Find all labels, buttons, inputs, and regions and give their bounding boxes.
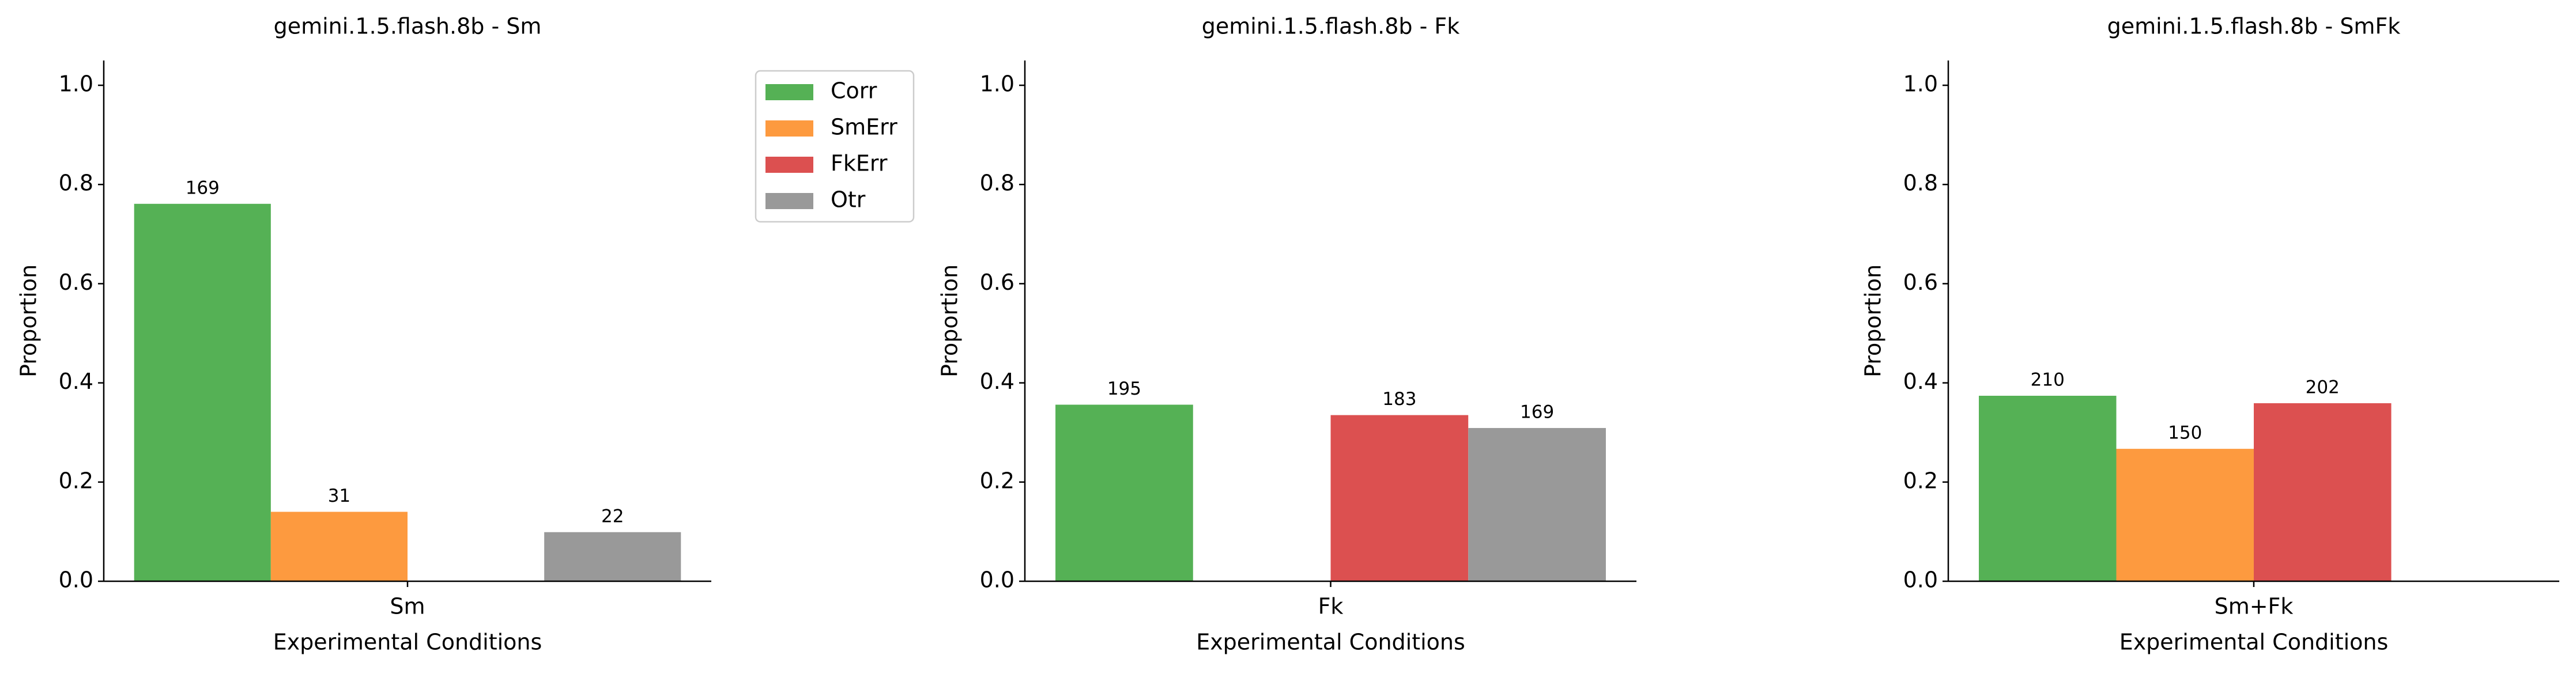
legend-label: FkErr <box>831 151 888 176</box>
x-axis-label: Experimental Conditions <box>1196 630 1465 655</box>
bar-count-label: 150 <box>2168 423 2202 444</box>
bar-count-label: 169 <box>186 177 220 198</box>
y-tick-label: 0.0 <box>980 567 1014 593</box>
legend-swatch <box>765 157 813 173</box>
legend-swatch <box>765 193 813 209</box>
y-tick-label: 0.6 <box>1903 270 1938 295</box>
bar-count-label: 22 <box>601 506 624 527</box>
y-tick-label: 0.8 <box>980 171 1014 196</box>
y-tick-label: 0.4 <box>59 369 93 394</box>
y-tick-label: 0.0 <box>59 567 93 593</box>
y-tick-label: 0.6 <box>980 270 1014 295</box>
bar <box>2116 449 2254 581</box>
x-tick-label: Sm <box>390 594 425 619</box>
y-tick-label: 0.4 <box>1903 369 1938 394</box>
legend-frame <box>755 70 915 223</box>
legend-label: Otr <box>831 187 866 213</box>
y-tick-label: 0.2 <box>980 468 1014 493</box>
bar <box>1055 404 1193 581</box>
legend: Corr SmErr FkErr Otr <box>755 70 915 223</box>
bar <box>134 203 271 581</box>
y-tick-label: 0.2 <box>59 468 93 493</box>
bar-count-label: 195 <box>1107 378 1141 399</box>
x-tick-label: Sm+Fk <box>2215 594 2294 619</box>
subplot: gemini.1.5.flash.8b - Fk Proportion Experi… <box>937 14 1636 655</box>
subplot-title: gemini.1.5.flash.8b - Sm <box>274 14 542 39</box>
y-tick-label: 0.2 <box>1903 468 1938 493</box>
bar <box>1330 415 1469 581</box>
bar-count-label: 31 <box>328 486 350 506</box>
bar-count-label: 210 <box>2031 370 2065 391</box>
legend-label: SmErr <box>831 115 897 140</box>
bar <box>544 532 681 581</box>
x-axis-label: Experimental Conditions <box>2119 630 2389 655</box>
legend-swatch <box>765 120 813 137</box>
subplot-title: gemini.1.5.flash.8b - SmFk <box>2107 14 2401 39</box>
subplot: gemini.1.5.flash.8b - Sm Proportion Experi… <box>16 14 915 655</box>
bar-count-label: 202 <box>2306 377 2340 397</box>
bar <box>1468 427 1606 581</box>
subplot: gemini.1.5.flash.8b - SmFk Proportion Expe… <box>1861 14 2559 655</box>
y-axis-label: Proportion <box>16 264 42 377</box>
y-tick-label: 1.0 <box>980 71 1014 97</box>
y-tick-label: 1.0 <box>59 71 93 97</box>
y-tick-label: 0.8 <box>1903 171 1938 196</box>
y-tick-label: 0.8 <box>59 171 93 196</box>
subplot-title: gemini.1.5.flash.8b - Fk <box>1202 14 1460 39</box>
x-axis-label: Experimental Conditions <box>273 630 542 655</box>
y-tick-label: 0.4 <box>980 369 1014 394</box>
x-tick-label: Fk <box>1318 594 1344 619</box>
bar-count-label: 183 <box>1382 389 1416 410</box>
y-tick-label: 1.0 <box>1903 71 1938 97</box>
y-axis-label: Proportion <box>937 264 963 377</box>
y-tick-label: 0.0 <box>1903 567 1938 593</box>
bar-count-label: 169 <box>1520 402 1554 422</box>
y-tick-label: 0.6 <box>59 270 93 295</box>
bar <box>1979 396 2117 581</box>
legend-label: Corr <box>831 78 877 104</box>
y-axis-label: Proportion <box>1861 264 1886 377</box>
legend-swatch <box>765 84 813 100</box>
bar <box>270 512 408 581</box>
bar <box>2254 403 2392 581</box>
